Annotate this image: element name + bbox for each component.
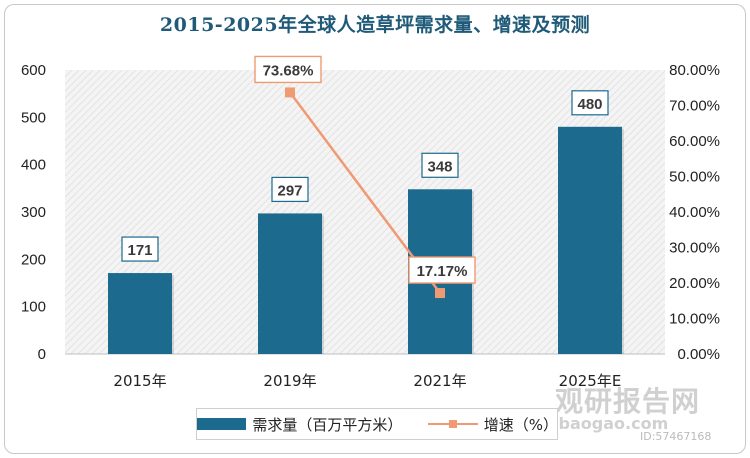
y-right-tick-label: 70.00% [669, 98, 720, 115]
watermark-brand: 观研报告网 [555, 385, 701, 418]
chart-title: 2015-2025年全球人造草坪需求量、增速及预测 [159, 14, 591, 36]
bar-value-label-box [121, 236, 159, 262]
legend-swatch-bar [197, 418, 247, 430]
legend-label-bar: 需求量（百万平方米） [252, 415, 403, 434]
y-left-tick-label: 100 [21, 299, 46, 316]
bar [108, 273, 172, 354]
y-left-tick-label: 300 [21, 204, 46, 221]
y-left-tick-label: 200 [21, 251, 46, 268]
bar-value-label: 348 [427, 158, 452, 175]
bar-value-label: 171 [127, 242, 152, 259]
y-right-tick-label: 40.00% [669, 204, 720, 221]
y-left-tick-label: 0 [38, 346, 46, 363]
x-category-label: 2015年 [113, 372, 166, 390]
x-category-label: 2021年 [413, 372, 466, 390]
y-right-tick-label: 20.00% [669, 275, 720, 292]
chart-legend: 需求量（百万平方米） 增速（%） [196, 408, 558, 440]
legend-swatch-line [428, 418, 479, 430]
growth-marker [285, 87, 295, 98]
bar-value-label: 480 [577, 96, 602, 113]
growth-label-box [408, 256, 476, 284]
y-right-tick-label: 10.00% [669, 311, 720, 328]
growth-value-label: 17.17% [417, 263, 468, 280]
legend-item-bar: 需求量（百万平方米） [197, 414, 403, 435]
x-category-label: 2019年 [263, 372, 316, 390]
bar-value-label: 297 [277, 182, 302, 199]
bar [258, 213, 322, 354]
y-right-tick-label: 50.00% [669, 169, 720, 186]
y-right-tick-label: 80.00% [669, 62, 720, 79]
growth-value-label: 73.68% [263, 62, 314, 79]
bar-value-label-box [421, 152, 459, 178]
legend-item-line: 增速（%） [428, 414, 558, 435]
y-left-tick-label: 400 [21, 157, 46, 174]
y-left-tick-label: 500 [21, 109, 46, 126]
y-right-tick-label: 30.00% [669, 240, 720, 257]
growth-marker [435, 288, 445, 299]
legend-label-line: 增速（%） [483, 415, 558, 434]
bar-value-label-box [271, 176, 309, 203]
growth-label-box [254, 55, 322, 84]
y-left-tick-label: 600 [21, 62, 46, 79]
bar [558, 126, 622, 354]
watermark-id: ID:57467168 [640, 430, 712, 443]
x-category-label: 2025年E [559, 372, 622, 390]
y-right-tick-label: 60.00% [669, 133, 720, 150]
y-right-tick-label: 0.00% [677, 346, 720, 363]
bar-value-label-box [571, 90, 609, 116]
